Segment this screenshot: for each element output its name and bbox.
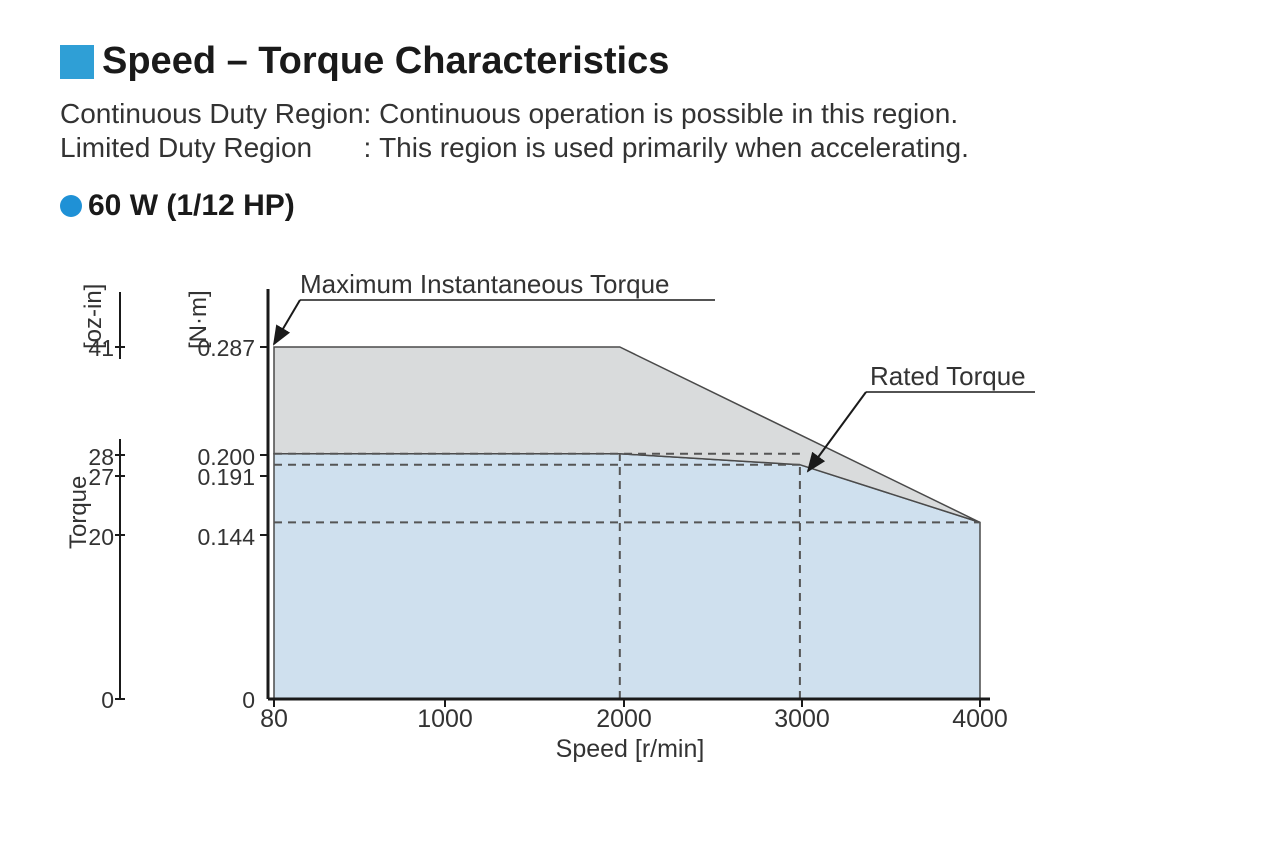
chart-svg — [60, 229, 1080, 749]
desc-text: This region is used primarily when accel… — [379, 131, 969, 165]
title-square-icon — [60, 45, 94, 79]
desc-colon: : — [364, 131, 380, 165]
title-row: Speed – Torque Characteristics — [60, 40, 1220, 83]
subhead-row: 60 W (1/12 HP) — [60, 189, 1220, 223]
desc-text: Continuous operation is possible in this… — [379, 97, 969, 131]
desc-colon: : — [364, 97, 380, 131]
page-title: Speed – Torque Characteristics — [102, 40, 669, 83]
desc-row-limited: Limited Duty Region : This region is use… — [60, 131, 969, 165]
desc-row-continuous: Continuous Duty Region : Continuous oper… — [60, 97, 969, 131]
desc-label: Continuous Duty Region — [60, 97, 364, 131]
bullet-dot-icon — [60, 195, 82, 217]
description-table: Continuous Duty Region : Continuous oper… — [60, 97, 969, 165]
desc-label: Limited Duty Region — [60, 131, 364, 165]
subhead-text: 60 W (1/12 HP) — [88, 189, 295, 223]
chart-container: [oz-in] [N·m] Torque 41 28 27 20 0 0.287… — [60, 229, 1080, 749]
